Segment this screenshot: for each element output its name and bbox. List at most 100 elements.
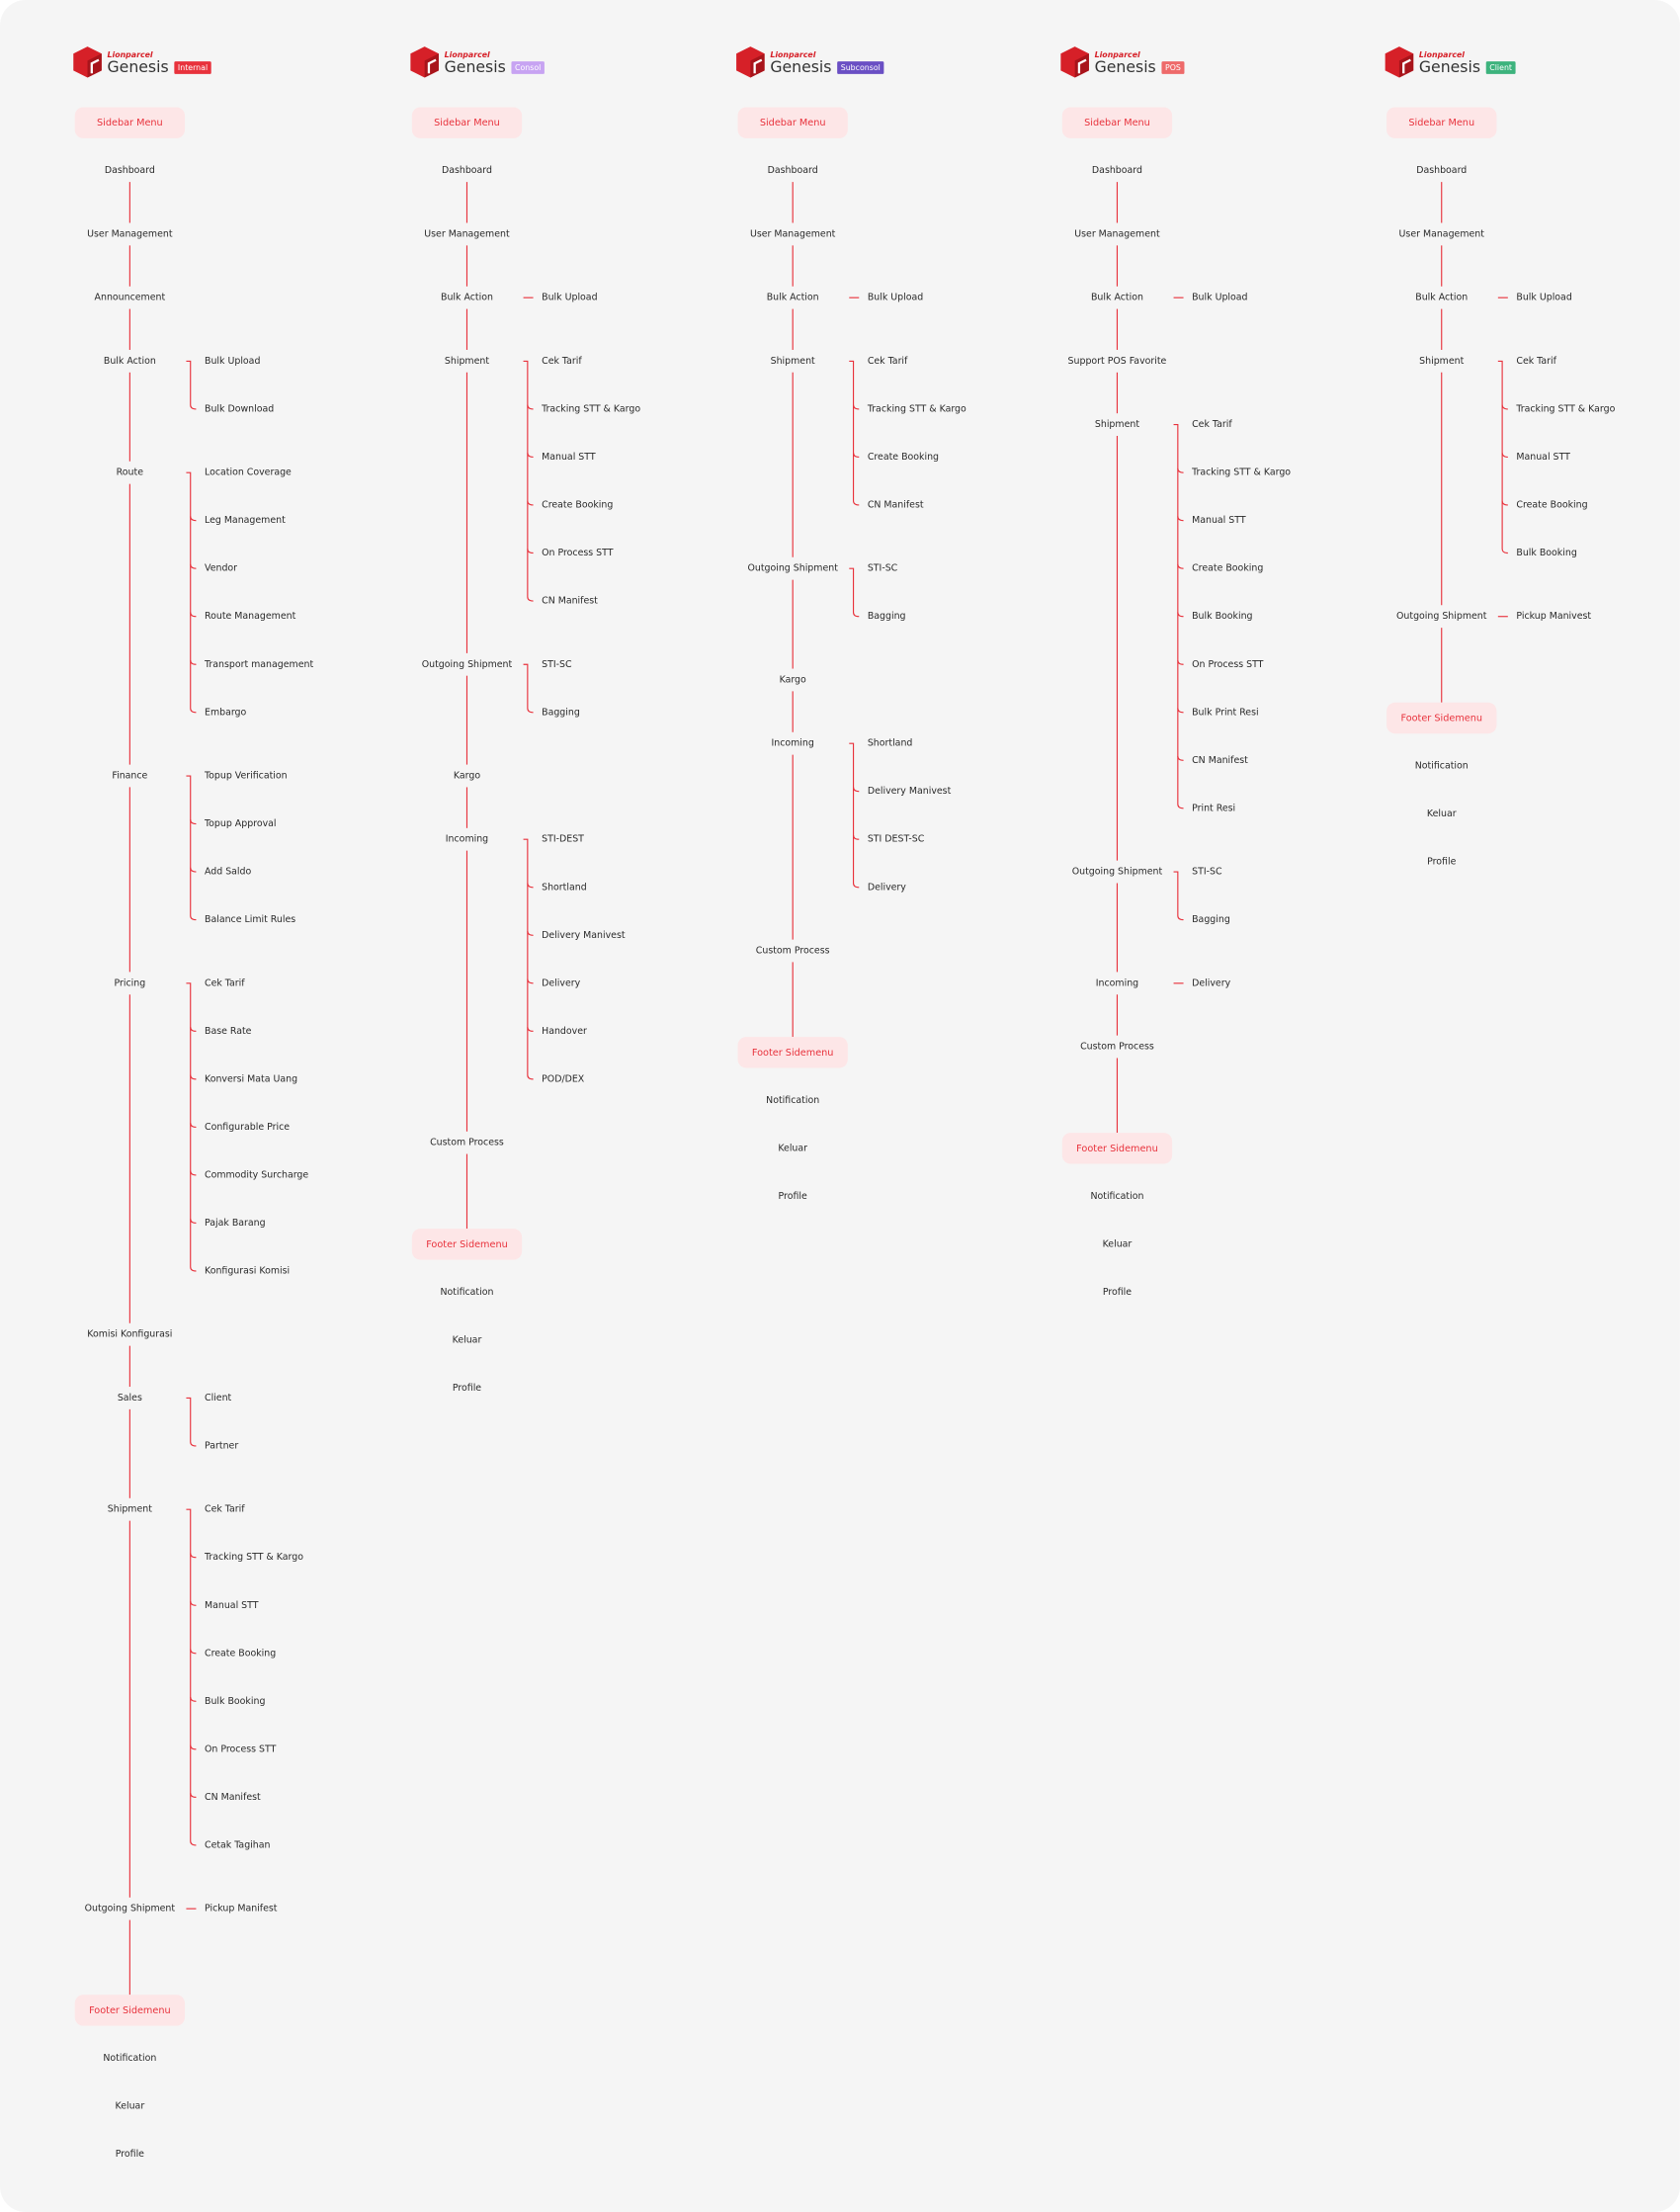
branch-tick bbox=[190, 1027, 197, 1032]
section-header: Footer Sidemenu bbox=[426, 1239, 508, 1250]
submenu-item: Delivery bbox=[868, 882, 906, 893]
submenu-item: Delivery bbox=[1192, 978, 1230, 988]
submenu-item: Bulk Upload bbox=[1516, 293, 1571, 303]
submenu-item: Bagging bbox=[868, 611, 906, 622]
branch-tick bbox=[1501, 404, 1508, 410]
submenu-item: Bulk Upload bbox=[205, 356, 260, 367]
logo-icon-mark bbox=[1402, 58, 1411, 74]
submenu-item: CN Manifest bbox=[1192, 755, 1248, 766]
submenu-item: Bulk Download bbox=[205, 403, 274, 414]
branch-tick bbox=[852, 787, 860, 793]
branch-tick bbox=[527, 883, 534, 889]
branch-tick bbox=[1177, 468, 1184, 473]
submenu-item: Transport management bbox=[204, 659, 313, 670]
badge bbox=[1485, 61, 1516, 74]
branch-tick bbox=[190, 1123, 197, 1128]
submenu-item: CN Manifest bbox=[205, 1792, 261, 1803]
submenu-item: Print Resi bbox=[1192, 803, 1235, 813]
submenu-item: Cetak Tagihan bbox=[205, 1839, 271, 1850]
menu-item: Bulk Action bbox=[441, 293, 493, 303]
footer-item: Keluar bbox=[453, 1334, 482, 1345]
menu-item: Pricing bbox=[114, 978, 145, 988]
submenu-item: Route Management bbox=[205, 611, 296, 622]
submenu-item: Cek Tarif bbox=[542, 356, 582, 367]
submenu-item: Create Booking bbox=[1192, 563, 1263, 574]
branch-tick bbox=[1501, 500, 1508, 506]
menu-item: Incoming bbox=[446, 834, 488, 845]
section-header-bg bbox=[74, 107, 186, 138]
branch bbox=[849, 567, 860, 618]
submenu-item: STI-DEST bbox=[542, 834, 584, 845]
submenu-item: Partner bbox=[205, 1440, 238, 1451]
submenu-item: Bulk Booking bbox=[1516, 548, 1576, 558]
branch bbox=[186, 360, 197, 410]
menu-item: Incoming bbox=[1096, 978, 1138, 988]
branch-tick bbox=[190, 563, 197, 569]
badge bbox=[837, 61, 884, 74]
footer-item: Notification bbox=[440, 1287, 493, 1298]
section-header: Footer Sidemenu bbox=[1400, 713, 1482, 723]
menu-item: Bulk Action bbox=[104, 356, 156, 367]
logo-icon-mark bbox=[1077, 58, 1087, 74]
branch bbox=[1173, 424, 1184, 809]
submenu-item: Tracking STT & Kargo bbox=[867, 403, 966, 414]
section-header: Footer Sidemenu bbox=[752, 1048, 834, 1059]
menu-item: Custom Process bbox=[756, 945, 830, 956]
branch bbox=[186, 471, 197, 714]
footer-item: Profile bbox=[779, 1191, 807, 1202]
badge bbox=[511, 61, 545, 74]
submenu-item: Create Booking bbox=[868, 452, 939, 463]
branch bbox=[849, 360, 860, 506]
submenu-item: STI-SC bbox=[1192, 867, 1222, 878]
submenu-item: Cek Tarif bbox=[868, 356, 908, 367]
submenu-item: Bulk Booking bbox=[205, 1696, 265, 1707]
menu-item: Outgoing Shipment bbox=[1072, 867, 1163, 878]
brand: Lionparcel bbox=[108, 50, 153, 59]
menu-item: Dashboard bbox=[442, 165, 492, 176]
menu-item: Bulk Action bbox=[1415, 293, 1468, 303]
footer-item: Keluar bbox=[1427, 808, 1457, 819]
menu-item: Dashboard bbox=[1416, 165, 1467, 176]
submenu-item: Tracking STT & Kargo bbox=[204, 1552, 303, 1563]
footer-item: Profile bbox=[1103, 1287, 1132, 1298]
submenu-item: Bulk Upload bbox=[1192, 293, 1247, 303]
submenu-item: Konfigurasi Komisi bbox=[205, 1265, 290, 1276]
branch-tick bbox=[190, 516, 197, 522]
submenu-item: Bulk Upload bbox=[542, 293, 597, 303]
menu-item: Dashboard bbox=[105, 165, 155, 176]
branch-tick bbox=[190, 867, 197, 873]
branch-tick bbox=[190, 1793, 197, 1798]
submenu-item: On Process STT bbox=[205, 1744, 277, 1754]
footer-item: Keluar bbox=[116, 2100, 145, 2111]
badge-text: Consol bbox=[515, 63, 541, 72]
branch bbox=[1173, 871, 1184, 921]
menu-item: Bulk Action bbox=[1091, 293, 1143, 303]
branch-tick bbox=[190, 1553, 197, 1559]
footer-item: Notification bbox=[1415, 761, 1469, 772]
menu-item: Finance bbox=[112, 771, 147, 782]
submenu-item: Cek Tarif bbox=[205, 978, 245, 988]
submenu-item: Commodity Surcharge bbox=[205, 1169, 308, 1180]
product: Genesis bbox=[1419, 57, 1480, 76]
section-header-bg bbox=[1061, 1133, 1173, 1164]
footer-item: Profile bbox=[453, 1383, 481, 1394]
menu-item: Outgoing Shipment bbox=[1396, 611, 1487, 622]
menu-item: Custom Process bbox=[1080, 1042, 1154, 1053]
submenu-item: Manual STT bbox=[542, 452, 596, 463]
menu-item: Kargo bbox=[780, 674, 806, 685]
section-header: Sidebar Menu bbox=[434, 118, 500, 128]
submenu-item: Shortland bbox=[868, 738, 913, 749]
section-header-bg bbox=[411, 1229, 523, 1260]
branch-tick bbox=[190, 819, 197, 825]
branch bbox=[523, 663, 534, 714]
footer-item: Profile bbox=[116, 2149, 144, 2160]
branch-tick bbox=[852, 404, 860, 410]
section-header: Sidebar Menu bbox=[760, 118, 826, 128]
footer-item: Notification bbox=[766, 1095, 819, 1106]
submenu-item: Konversi Mata Uang bbox=[205, 1073, 297, 1084]
badge-text: POS bbox=[1165, 63, 1181, 72]
menu-item: Route bbox=[117, 468, 144, 478]
menu-item: Announcement bbox=[95, 293, 166, 303]
submenu-item: Delivery Manivest bbox=[542, 930, 626, 941]
